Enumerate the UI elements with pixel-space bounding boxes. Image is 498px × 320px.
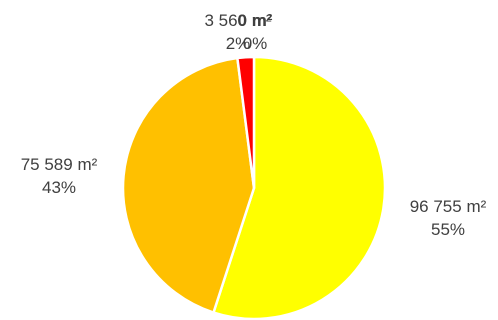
pie-slice-1 xyxy=(212,55,387,320)
pie-labels: 96 755 m² 55% 75 589 m² 43% 3 560 m² 2% … xyxy=(21,11,487,239)
slice-value-label-1: 96 755 m² xyxy=(410,197,487,216)
slice-percent-label-2: 43% xyxy=(42,178,76,197)
pie-slices xyxy=(121,55,387,320)
pie-slice-2 xyxy=(121,56,256,314)
pie-slice-3 xyxy=(236,55,256,190)
slice-percent-label-3: 2% xyxy=(226,34,251,53)
slice-value-label-3: 3 560 m² xyxy=(204,11,271,30)
slice-percent-label-4: 0% xyxy=(243,34,268,53)
slice-value-label-4: 0 m² xyxy=(238,11,273,30)
slice-value-label-2: 75 589 m² xyxy=(21,155,98,174)
slice-percent-label-1: 55% xyxy=(431,220,465,239)
